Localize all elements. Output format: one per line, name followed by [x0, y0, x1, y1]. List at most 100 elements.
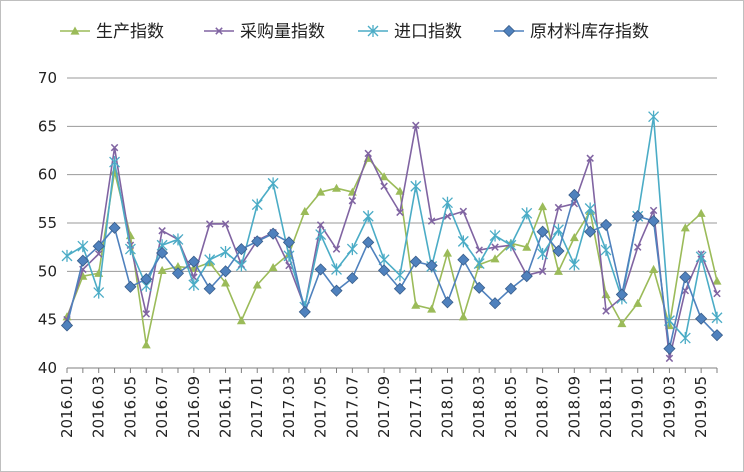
data-point	[505, 239, 517, 252]
data-point	[679, 332, 691, 345]
data-point	[504, 282, 517, 295]
data-point	[441, 296, 454, 309]
data-point	[600, 244, 612, 257]
data-point	[710, 329, 724, 342]
data-point	[538, 202, 548, 211]
x-tick-label: 2019.05	[692, 376, 710, 438]
data-point	[205, 220, 214, 228]
data-point	[378, 264, 391, 277]
y-tick-label: 60	[38, 166, 57, 184]
y-tick-label: 40	[38, 359, 57, 377]
data-point	[412, 121, 420, 130]
data-point	[156, 246, 169, 260]
data-point	[680, 223, 690, 232]
data-point	[316, 221, 325, 229]
legend-item: 原材料库存指数	[494, 22, 649, 42]
data-point	[124, 243, 136, 256]
data-point	[713, 289, 721, 298]
x-tick-label: 2017.05	[312, 376, 330, 438]
data-point	[393, 282, 406, 295]
data-point	[522, 242, 532, 251]
data-point	[124, 280, 137, 293]
data-point	[187, 255, 200, 268]
data-point	[584, 202, 596, 215]
data-point	[665, 354, 674, 363]
data-point	[411, 300, 421, 309]
data-point	[490, 254, 500, 263]
data-point	[631, 210, 644, 223]
data-point	[70, 26, 80, 35]
data-point	[76, 254, 89, 267]
data-point	[442, 196, 453, 209]
data-point	[679, 271, 692, 284]
data-point	[552, 244, 565, 258]
y-tick-label: 55	[38, 214, 57, 232]
data-point	[108, 221, 121, 234]
data-point	[649, 264, 659, 273]
data-point	[94, 250, 103, 258]
data-point	[696, 208, 706, 217]
data-point	[427, 304, 437, 313]
data-point	[458, 312, 468, 321]
x-tick-label: 2016.03	[90, 376, 108, 438]
data-point	[568, 258, 580, 271]
data-point	[457, 235, 469, 248]
x-tick-label: 2016.05	[121, 376, 139, 438]
series-3	[60, 188, 724, 355]
data-point	[171, 267, 185, 280]
data-point	[427, 217, 436, 225]
data-point	[553, 223, 564, 236]
data-point	[425, 259, 438, 272]
x-tick-label: 2018.01	[438, 376, 456, 438]
data-point	[332, 183, 342, 192]
x-tick-label: 2016.11	[217, 376, 235, 438]
legend-label: 采购量指数	[240, 22, 325, 42]
data-point	[219, 265, 232, 278]
x-tick-label: 2016.09	[185, 376, 203, 438]
data-point	[158, 227, 166, 235]
data-point	[649, 206, 658, 215]
data-point	[473, 257, 485, 270]
data-point	[203, 282, 216, 295]
data-point	[537, 247, 549, 260]
data-point	[568, 188, 581, 202]
data-point	[586, 154, 594, 162]
data-point	[61, 249, 73, 262]
data-point	[332, 245, 341, 253]
data-point	[536, 225, 549, 238]
x-tick-label: 2017.11	[407, 376, 425, 438]
data-point	[346, 272, 359, 285]
legend-item: 进口指数	[358, 22, 462, 42]
data-point	[173, 262, 183, 271]
x-tick-label: 2019.03	[660, 376, 678, 438]
data-point	[300, 206, 310, 215]
data-point	[362, 236, 375, 249]
data-point	[204, 253, 216, 266]
data-point	[615, 288, 628, 301]
data-point	[695, 312, 708, 325]
data-point	[473, 281, 486, 294]
data-point	[267, 177, 279, 190]
data-point	[663, 342, 676, 355]
x-axis: 2016.01 2016.03 2016.05 2016.07 2016.09 2016.…	[58, 367, 718, 438]
data-point	[314, 263, 327, 276]
data-point	[268, 262, 278, 272]
data-point	[459, 207, 468, 216]
data-point	[395, 186, 405, 195]
data-point	[648, 110, 660, 123]
data-point	[267, 227, 280, 240]
data-point	[331, 263, 342, 276]
data-point	[77, 240, 89, 253]
data-point	[695, 250, 707, 263]
data-point	[251, 235, 264, 248]
data-point	[140, 273, 153, 286]
data-point	[330, 284, 343, 297]
data-point	[252, 280, 262, 289]
x-tick-label: 2017.09	[375, 376, 393, 438]
x-tick-label: 2018.07	[534, 376, 552, 438]
data-point	[491, 243, 499, 251]
data-point	[282, 236, 296, 249]
series-layer	[60, 110, 724, 363]
